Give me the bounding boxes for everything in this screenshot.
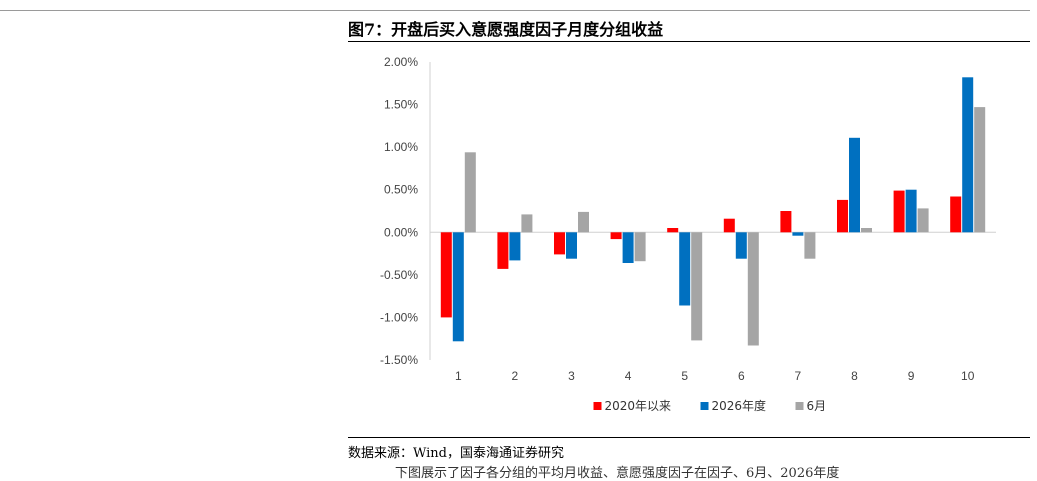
bar: [578, 211, 589, 233]
bar: [917, 208, 929, 233]
source-divider: [348, 437, 1030, 438]
y-tick-label: -1.00%: [380, 310, 418, 324]
y-tick-label: 0.00%: [384, 225, 418, 239]
title-divider: [348, 41, 1030, 42]
y-tick-label: 2.00%: [384, 55, 418, 69]
bar: [566, 232, 577, 259]
bar: [861, 228, 872, 233]
x-tick-label: 6: [738, 369, 745, 383]
bar: [464, 152, 476, 233]
x-tick-label: 9: [908, 369, 915, 383]
legend: 2020年以来 2026年度 6月: [593, 398, 827, 413]
bar: [667, 228, 679, 233]
bar: [440, 232, 452, 318]
bar: [804, 232, 816, 259]
bar: [509, 232, 521, 261]
x-tick-label: 8: [851, 369, 858, 383]
bars: [440, 77, 986, 346]
legend-swatch: [593, 402, 602, 410]
body-text-fragment: 下图展示了因子各分组的平均月收益、意愿强度因子在因子、6月、2026年度: [395, 466, 840, 481]
legend-label: 6月: [807, 399, 827, 413]
top-divider: [0, 10, 1030, 11]
legend-label: 2020年以来: [605, 399, 672, 413]
y-tick-label: 0.50%: [384, 183, 418, 197]
x-tick-label: 10: [961, 369, 975, 383]
bar: [792, 232, 804, 236]
bar: [610, 232, 622, 240]
bar: [893, 190, 905, 233]
bar: [679, 232, 691, 306]
x-tick-label: 3: [568, 369, 575, 383]
bar: [554, 232, 565, 255]
bar: [691, 232, 703, 341]
bar: [780, 211, 792, 233]
y-axis-ticks: -1.50% -1.00% -0.50% 0.00% 0.50% 1.00% 1.50% 2.…: [380, 55, 418, 367]
bar-chart: -1.50% -1.00% -0.50% 0.00% 0.50% 1.00% 1.50% 2.…: [380, 55, 996, 413]
x-tick-label: 5: [681, 369, 688, 383]
bar: [735, 232, 747, 259]
x-tick-label: 4: [625, 369, 632, 383]
bar: [634, 232, 646, 262]
bar: [521, 214, 533, 233]
bar: [747, 232, 759, 346]
source-note: 数据来源：Wind，国泰海通证券研究: [348, 446, 564, 461]
bar: [950, 196, 962, 233]
bar: [905, 189, 917, 233]
bar: [837, 199, 848, 233]
bar: [723, 218, 735, 233]
legend-swatch: [795, 402, 804, 410]
y-tick-label: -0.50%: [380, 268, 418, 282]
y-tick-label: 1.00%: [384, 140, 418, 154]
x-tick-label: 7: [795, 369, 802, 383]
bar: [497, 232, 509, 269]
y-tick-label: 1.50%: [384, 98, 418, 112]
bar: [962, 77, 974, 233]
legend-label: 2026年度: [712, 398, 767, 413]
bar: [849, 137, 860, 233]
x-axis-ticks: 1 2 3 4 5 6 7 8 9 10: [455, 369, 975, 383]
y-tick-label: -1.50%: [380, 353, 418, 367]
legend-swatch: [700, 402, 709, 410]
x-tick-label: 1: [455, 369, 462, 383]
bar: [974, 107, 986, 233]
bar: [622, 232, 634, 263]
bar: [452, 232, 464, 342]
x-tick-label: 2: [512, 369, 519, 383]
figure-title: 图7：开盘后买入意愿强度因子月度分组收益: [348, 20, 664, 39]
